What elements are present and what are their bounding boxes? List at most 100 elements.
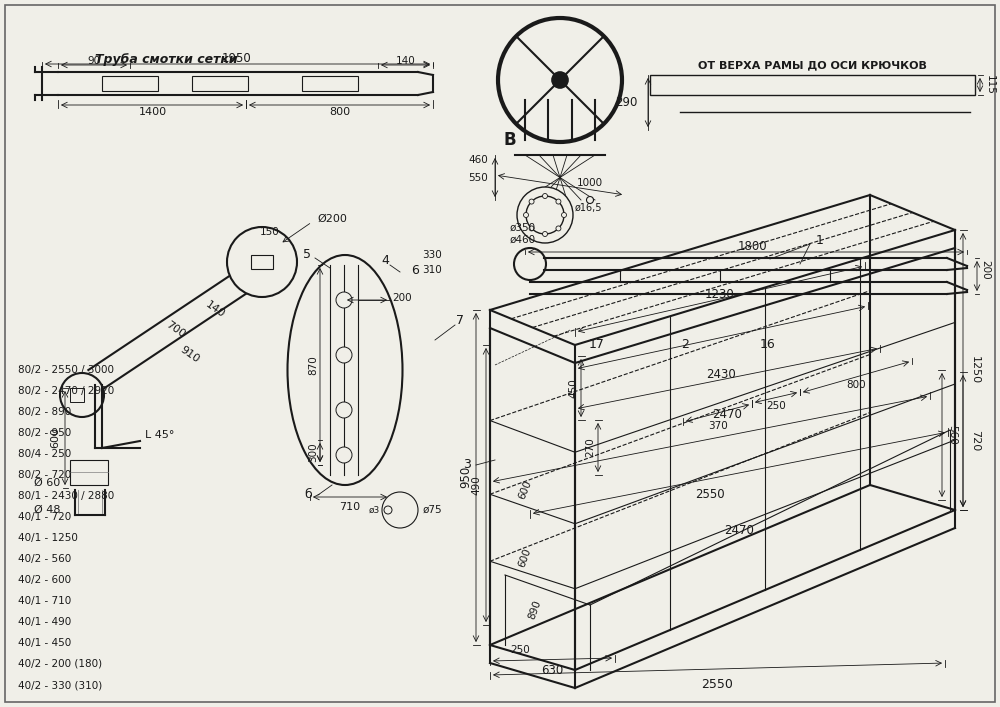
Text: 1230: 1230 (705, 288, 735, 301)
Text: 140: 140 (203, 300, 227, 320)
Text: 2550: 2550 (701, 677, 733, 691)
Text: ø350: ø350 (510, 223, 536, 233)
Circle shape (498, 18, 622, 142)
Text: 2: 2 (681, 339, 689, 351)
Text: 630: 630 (541, 665, 563, 677)
Text: 800: 800 (846, 380, 866, 390)
Text: 300: 300 (308, 442, 318, 462)
Circle shape (382, 492, 418, 528)
Text: 80/2 - 2550 / 3000: 80/2 - 2550 / 3000 (18, 365, 114, 375)
Circle shape (556, 226, 561, 231)
Text: 40/1 - 450: 40/1 - 450 (18, 638, 71, 648)
Circle shape (542, 231, 548, 237)
Circle shape (336, 347, 352, 363)
Text: 1250: 1250 (970, 356, 980, 384)
Text: 710: 710 (339, 502, 361, 512)
Text: 80/2 - 720: 80/2 - 720 (18, 470, 71, 480)
Circle shape (336, 292, 352, 308)
Text: 330: 330 (422, 250, 442, 260)
Text: 40/1 - 490: 40/1 - 490 (18, 617, 71, 627)
Circle shape (60, 373, 104, 417)
Bar (70, 460, 108, 485)
Text: L 45°: L 45° (145, 430, 174, 440)
Text: 16: 16 (760, 339, 776, 351)
Bar (102, 76, 158, 91)
Text: 140: 140 (396, 56, 416, 66)
Text: 450: 450 (568, 378, 578, 398)
Text: 80/4 - 250: 80/4 - 250 (18, 449, 71, 459)
Text: 550: 550 (468, 173, 488, 183)
Text: ø16,5: ø16,5 (575, 203, 602, 213)
Circle shape (227, 227, 297, 297)
Bar (70, 388, 84, 402)
Text: 200: 200 (392, 293, 412, 303)
Text: 1: 1 (816, 233, 824, 247)
Text: 1800: 1800 (737, 240, 767, 252)
Text: 17: 17 (589, 339, 605, 351)
Text: 4: 4 (381, 254, 389, 267)
Text: Ø 48: Ø 48 (34, 505, 60, 515)
Text: 40/2 - 200 (180): 40/2 - 200 (180) (18, 659, 102, 669)
Bar (251, 255, 273, 269)
Circle shape (526, 196, 564, 234)
Text: 1000: 1000 (577, 178, 603, 188)
Text: 600: 600 (517, 547, 533, 569)
Text: ø460: ø460 (510, 235, 536, 245)
Text: 5: 5 (303, 248, 311, 262)
Text: ОТ ВЕРХА РАМЫ ДО ОСИ КРЮЧКОВ: ОТ ВЕРХА РАМЫ ДО ОСИ КРЮЧКОВ (698, 60, 926, 70)
Text: б: б (304, 489, 312, 501)
Text: 950: 950 (460, 466, 473, 488)
Circle shape (336, 447, 352, 463)
Text: 115: 115 (985, 75, 995, 95)
Bar (192, 76, 248, 91)
Text: 150: 150 (260, 227, 280, 237)
Text: 460: 460 (468, 155, 488, 165)
Circle shape (336, 402, 352, 418)
Text: 2430: 2430 (706, 368, 736, 380)
Text: 800: 800 (329, 107, 351, 117)
Text: 250: 250 (510, 645, 530, 655)
Text: 250: 250 (766, 401, 786, 411)
Text: 370: 370 (708, 421, 728, 431)
Text: 80/2 - 890: 80/2 - 890 (18, 407, 71, 417)
Bar (302, 76, 358, 91)
Text: 600: 600 (50, 428, 60, 448)
Text: 80/1 - 2430 / 2880: 80/1 - 2430 / 2880 (18, 491, 114, 501)
Text: 40/1 - 1250: 40/1 - 1250 (18, 533, 78, 543)
Circle shape (514, 248, 546, 280)
Text: 700: 700 (163, 320, 187, 340)
Circle shape (556, 199, 561, 204)
Text: 80/2 - 950: 80/2 - 950 (18, 428, 71, 438)
Text: 80/2 - 2470 / 2920: 80/2 - 2470 / 2920 (18, 386, 114, 396)
Bar (650, 75, 975, 95)
Text: 720: 720 (970, 431, 980, 452)
Text: Труба смотки сетки: Труба смотки сетки (95, 54, 238, 66)
Text: 2470: 2470 (724, 523, 754, 537)
Circle shape (529, 226, 534, 231)
Text: 560: 560 (947, 425, 957, 445)
Text: 3: 3 (463, 459, 471, 472)
Text: 1950: 1950 (222, 52, 252, 64)
Text: ø75: ø75 (423, 505, 443, 515)
Text: 310: 310 (422, 265, 442, 275)
Text: Ø200: Ø200 (317, 214, 347, 224)
Text: 40/2 - 330 (310): 40/2 - 330 (310) (18, 680, 102, 690)
Text: 40/2 - 560: 40/2 - 560 (18, 554, 71, 564)
Circle shape (529, 199, 534, 204)
Circle shape (552, 72, 568, 88)
Text: 290: 290 (616, 95, 638, 108)
Text: Ø 60: Ø 60 (34, 478, 60, 488)
Circle shape (586, 197, 594, 204)
Text: 90: 90 (87, 56, 101, 66)
Text: 6: 6 (411, 264, 419, 276)
Circle shape (517, 187, 573, 243)
Text: В: В (504, 131, 516, 149)
Text: 490: 490 (471, 475, 481, 495)
Text: 910: 910 (178, 345, 202, 365)
Text: 2550: 2550 (695, 488, 725, 501)
Circle shape (562, 213, 566, 218)
Circle shape (542, 194, 548, 199)
Text: 600: 600 (517, 479, 533, 501)
Text: 40/2 - 600: 40/2 - 600 (18, 575, 71, 585)
Text: ø3: ø3 (368, 506, 380, 515)
